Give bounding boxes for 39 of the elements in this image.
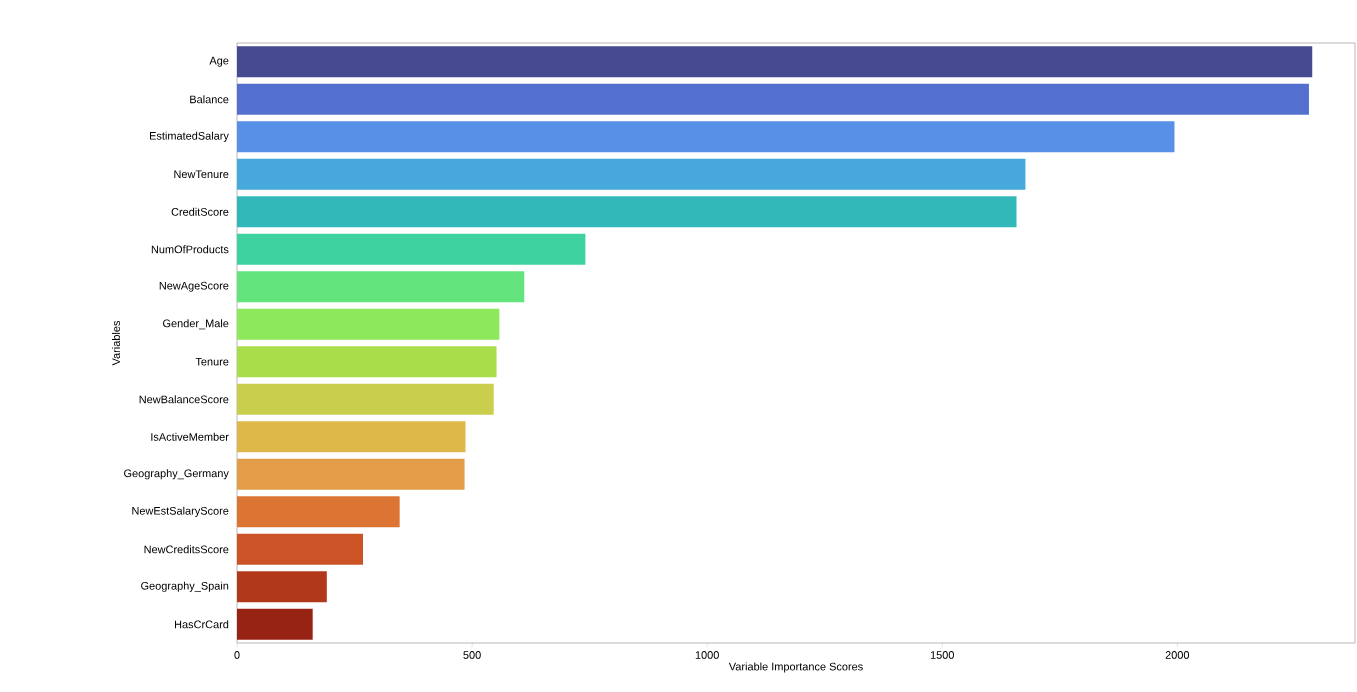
y-tick-label: CreditScore: [171, 207, 229, 216]
bar: [237, 383, 494, 415]
y-tick-label: NewEstSalaryScore: [132, 506, 229, 517]
y-tick-label: HasCrCard: [175, 620, 229, 629]
y-tick-label: Gender_Male: [163, 319, 229, 330]
y-tick-label: NewAgeScore: [159, 281, 229, 292]
bar: [237, 533, 363, 565]
y-tick-label: IsActiveMember: [151, 432, 229, 441]
y-tick-label: NumOfProducts: [151, 245, 229, 254]
y-tick-label: EstimatedSalary: [150, 131, 229, 142]
bar: [237, 458, 465, 490]
x-tick-label: 500: [463, 651, 481, 659]
bar: [237, 496, 400, 528]
bar: [237, 271, 525, 303]
bar: [237, 233, 586, 265]
bar: [237, 46, 1313, 78]
x-tick-label: 0: [234, 651, 240, 659]
bar: [237, 421, 466, 453]
y-tick-label: Tenure: [195, 357, 229, 366]
bar: [237, 608, 313, 640]
y-axis-title: Variables: [111, 320, 121, 366]
bar: [237, 571, 327, 603]
x-axis-title: Variable Importance Scores: [728, 662, 863, 673]
y-tick-label: Balance: [190, 95, 229, 104]
y-tick-label: Geography_Germany: [124, 469, 229, 480]
bar: [237, 308, 500, 340]
y-tick-label: Geography_Spain: [141, 581, 229, 592]
bar: [237, 196, 1017, 228]
bar: [237, 83, 1309, 115]
y-tick-label: NewBalanceScore: [139, 395, 229, 404]
x-tick-label: 1000: [695, 651, 719, 659]
y-tick-label: NewCreditsScore: [144, 545, 229, 554]
y-tick-label: NewTenure: [174, 170, 229, 179]
x-tick-label: 2000: [1165, 651, 1190, 659]
x-tick-label: 1500: [930, 651, 954, 659]
y-tick-label: Age: [209, 56, 229, 67]
bar: [237, 121, 1175, 153]
bar: [237, 158, 1026, 190]
bar: [237, 346, 497, 378]
